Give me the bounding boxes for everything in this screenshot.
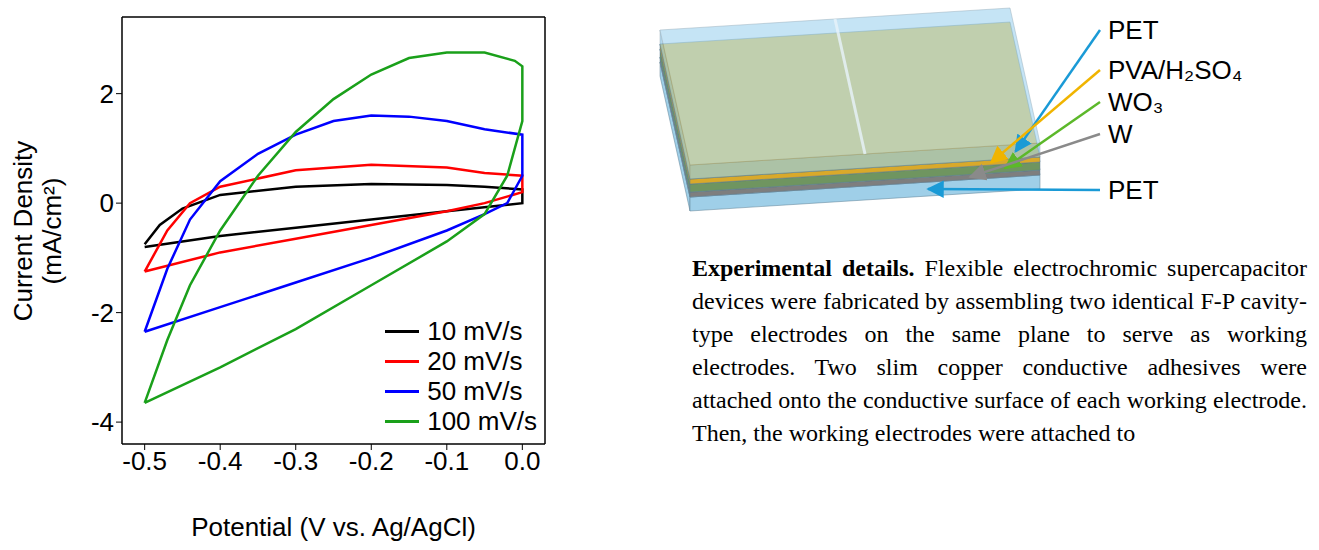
svg-text:-0.4: -0.4	[198, 446, 243, 476]
svg-text:2: 2	[100, 79, 114, 109]
svg-text:W: W	[1108, 119, 1133, 149]
html-text:50 mV/s: 50 mV/s	[427, 376, 523, 406]
html-text:Current Density: Current Density	[8, 140, 39, 321]
svg-text:0.0: 0.0	[504, 446, 540, 476]
svg-text:-0.3: -0.3	[273, 446, 318, 476]
svg-text:WO₃: WO₃	[1108, 87, 1163, 117]
svg-text:PET: PET	[1108, 15, 1159, 45]
html-text:20 mV/s: 20 mV/s	[427, 346, 523, 376]
svg-text:-0.5: -0.5	[122, 446, 167, 476]
svg-text:-4: -4	[91, 407, 114, 437]
html-text:10 mV/s: 10 mV/s	[427, 316, 523, 346]
svg-text:-2: -2	[91, 298, 114, 328]
html-text:Experimental details.: Experimental details.	[692, 255, 915, 281]
html-text:100 mV/s: 100 mV/s	[427, 406, 537, 436]
svg-text:-0.2: -0.2	[349, 446, 394, 476]
html-text:Flexible electrochromic superc: Flexible electrochromic supercapacitor d…	[692, 255, 1307, 446]
html-text:(mA/cm²): (mA/cm²)	[37, 177, 67, 284]
svg-text:PVA/H₂SO₄: PVA/H₂SO₄	[1108, 55, 1242, 85]
svg-text:PET: PET	[1108, 175, 1159, 205]
svg-text:0: 0	[100, 188, 114, 218]
svg-text:-0.1: -0.1	[424, 446, 469, 476]
svg-text:Potential (V vs. Ag/AgCl): Potential (V vs. Ag/AgCl)	[191, 512, 476, 542]
